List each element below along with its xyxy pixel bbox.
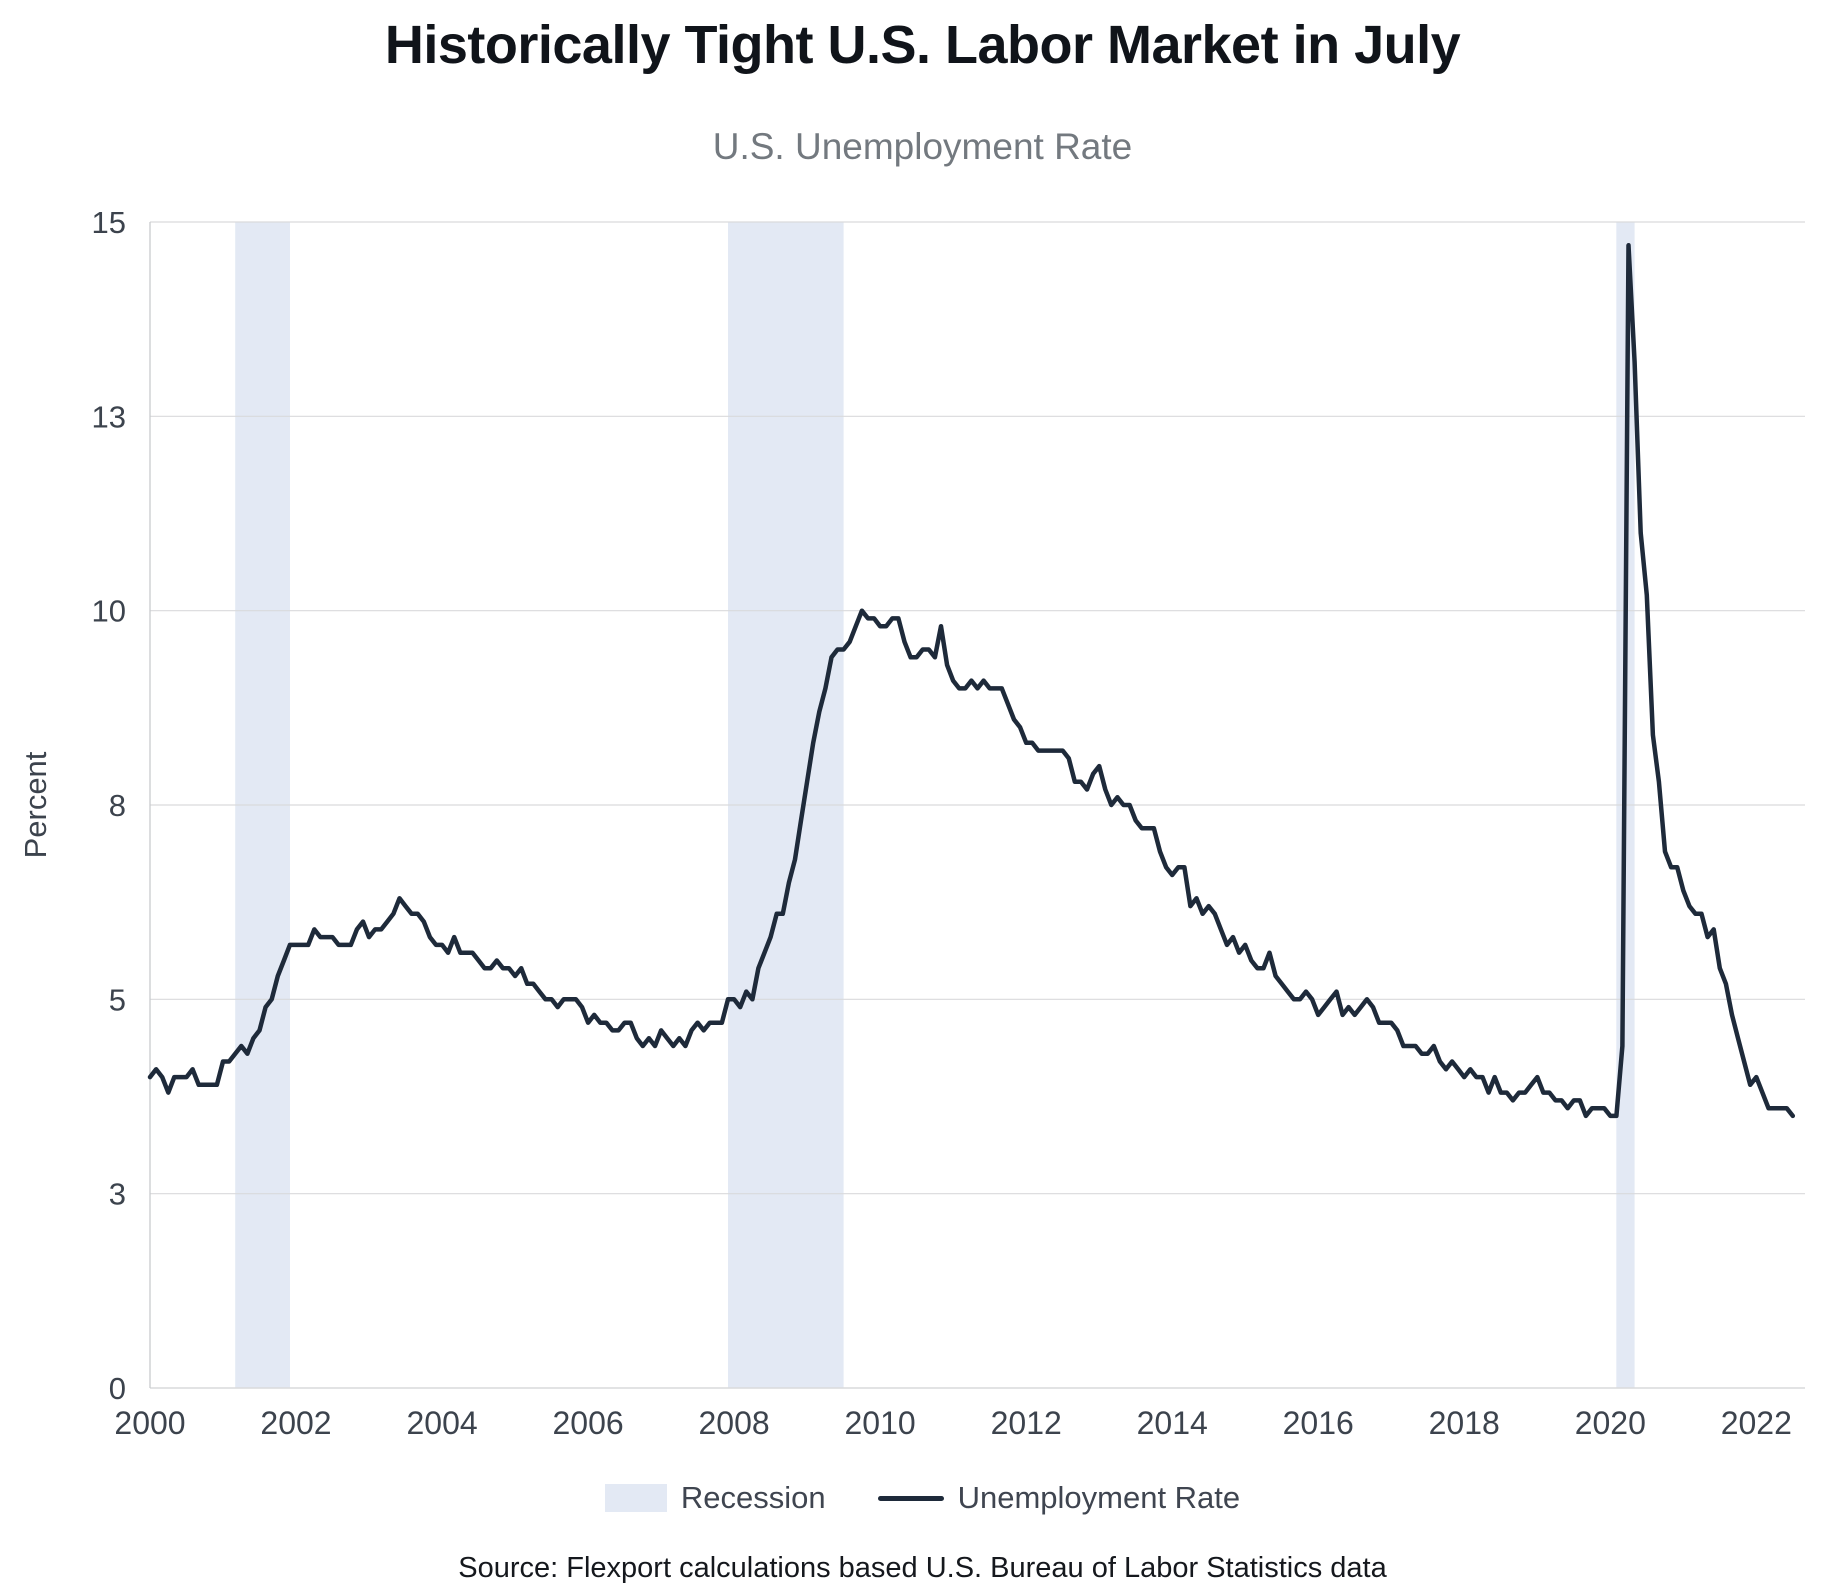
source-note: Source: Flexport calculations based U.S.… xyxy=(458,1552,1387,1584)
x-tick-label: 2000 xyxy=(114,1405,185,1441)
y-tick-label: 0 xyxy=(109,1371,126,1406)
chart-subtitle: U.S. Unemployment Rate xyxy=(712,126,1133,167)
recession-swatch xyxy=(604,1484,667,1512)
x-tick-label: 2022 xyxy=(1721,1405,1792,1441)
y-tick-label: 10 xyxy=(92,594,126,629)
unemployment-rate-line xyxy=(147,243,1796,1119)
x-tick-label: 2020 xyxy=(1575,1405,1646,1441)
legend-recession-label: Recession xyxy=(680,1480,826,1515)
y-tick-label: 15 xyxy=(92,205,126,240)
x-tick-label: 2008 xyxy=(699,1405,770,1441)
legend-item-recession: Recession xyxy=(604,1480,826,1516)
y-tick-label: 13 xyxy=(92,399,126,434)
chart-title: Historically Tight U.S. Labor Market in … xyxy=(384,15,1461,75)
x-tick-label: 2016 xyxy=(1283,1405,1354,1441)
legend: Recession Unemployment Rate xyxy=(0,1480,1845,1516)
x-tick-label: 2012 xyxy=(991,1405,1062,1441)
x-tick-label: 2010 xyxy=(845,1405,916,1441)
unemployment-line-swatch xyxy=(877,1495,944,1501)
legend-unemployment-label: Unemployment Rate xyxy=(957,1480,1241,1515)
x-tick-label: 2014 xyxy=(1137,1405,1208,1441)
x-tick-label: 2002 xyxy=(260,1405,331,1441)
y-tick-label: 8 xyxy=(109,788,126,823)
x-tick-label: 2018 xyxy=(1429,1405,1500,1441)
legend-item-unemployment: Unemployment Rate xyxy=(877,1480,1241,1516)
x-tick-label: 2006 xyxy=(553,1405,624,1441)
y-axis-title: Percent xyxy=(18,751,53,858)
x-tick-label: 2004 xyxy=(407,1405,478,1441)
y-tick-label: 3 xyxy=(109,1177,126,1212)
y-tick-label: 5 xyxy=(109,982,126,1017)
